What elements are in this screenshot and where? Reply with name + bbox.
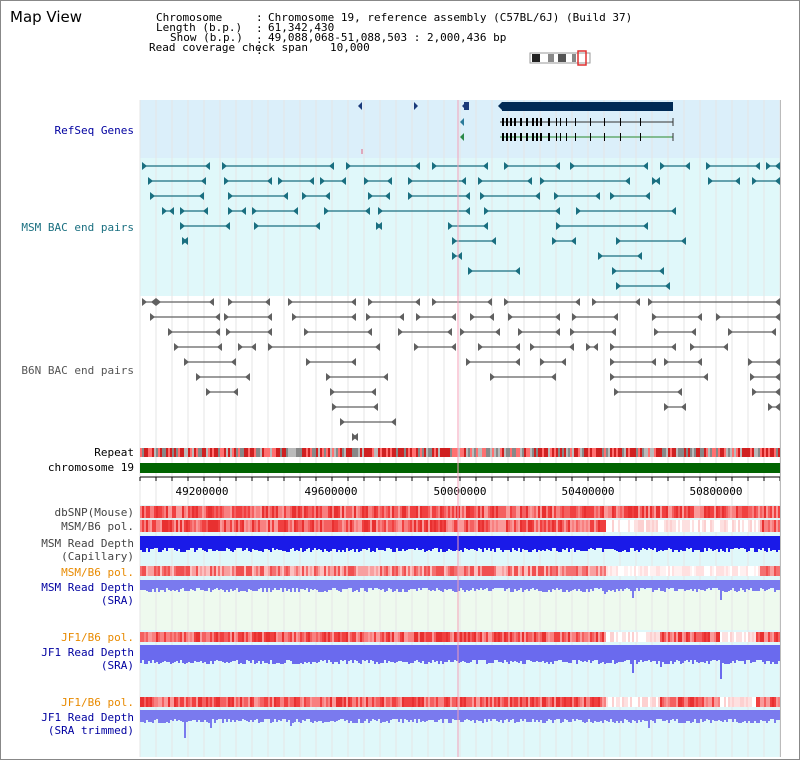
axis-tick-label: 50800000 [690, 485, 743, 498]
header-length-value: 61,342,430 [268, 21, 335, 34]
repeat-track [140, 448, 780, 457]
header-colons: : : : : [256, 11, 263, 57]
refseq-track-label: RefSeq Genes [55, 124, 134, 137]
axis-tick-label: 50400000 [562, 485, 615, 498]
msm-depth-capillary-sublabel: (Capillary) [61, 550, 134, 563]
header-chromosome-label: Chromosome [156, 11, 223, 24]
jf1-trimmed-depth-track [140, 710, 780, 738]
gene-block[interactable] [502, 102, 673, 111]
header-show-label: Show (b.p.) [170, 31, 243, 44]
refseq-genes[interactable] [358, 102, 674, 154]
msm-depth-sra-label: MSM Read Depth [41, 581, 134, 594]
jf1-pol-track [140, 632, 780, 642]
header-coverage-value: 10,000 [330, 41, 370, 54]
jf1-depth-sublabel: (SRA) [101, 659, 134, 672]
msm-b6-pol2-track-label: MSM/B6 pol. [61, 566, 134, 579]
jf1-pol2-track [140, 697, 780, 707]
msm-bac-end-pairs[interactable] [142, 162, 780, 290]
msm-b6-pol2-track [140, 566, 780, 576]
jf1-pol-track-label: JF1/B6 pol. [61, 631, 134, 644]
msm-depth-capillary-label: MSM Read Depth [41, 537, 134, 550]
chromosome-bar[interactable] [140, 463, 780, 473]
jf1-depth-label: JF1 Read Depth [41, 646, 134, 659]
header-show-value: 49,088,068-51,088,503 : 2,000,436 bp [268, 31, 507, 44]
msm-bac-track-label: MSM BAC end pairs [21, 221, 134, 234]
dbsnp-track-label: dbSNP(Mouse) [55, 506, 134, 519]
b6n-bac-end-pairs[interactable] [142, 298, 780, 441]
jf1-depth-track [140, 645, 780, 679]
msm-depth-sra-sublabel: (SRA) [101, 594, 134, 607]
msm-b6-pol-track-label: MSM/B6 pol. [61, 520, 134, 533]
chromosome-track-label: chromosome 19 [48, 461, 134, 474]
dbsnp-track [140, 506, 780, 518]
header-chromosome-value: Chromosome 19, reference assembly (C57BL… [268, 11, 633, 24]
chromosome-ideogram[interactable] [529, 50, 591, 66]
repeat-track-label: Repeat [94, 446, 134, 459]
msm-depth-capillary-track [140, 536, 780, 552]
jf1-trimmed-depth-sublabel: (SRA trimmed) [48, 724, 134, 737]
jf1-trimmed-depth-label: JF1 Read Depth [41, 711, 134, 724]
axis-tick-label: 50000000 [434, 485, 487, 498]
position-axis: 49200000 49600000 50000000 50400000 5080… [139, 476, 781, 498]
axis-tick-label: 49200000 [176, 485, 229, 498]
msm-b6-pol-track [140, 520, 780, 532]
header-coverage-label: Read coverage check span [149, 41, 308, 54]
b6n-bac-track-label: B6N BAC end pairs [21, 364, 134, 377]
page-title: Map View [10, 8, 83, 26]
msm-depth-sra-track [140, 580, 780, 600]
axis-tick-label: 49600000 [305, 485, 358, 498]
jf1-pol2-track-label: JF1/B6 pol. [61, 696, 134, 709]
header-length-label: Length (b.p.) [156, 21, 243, 34]
